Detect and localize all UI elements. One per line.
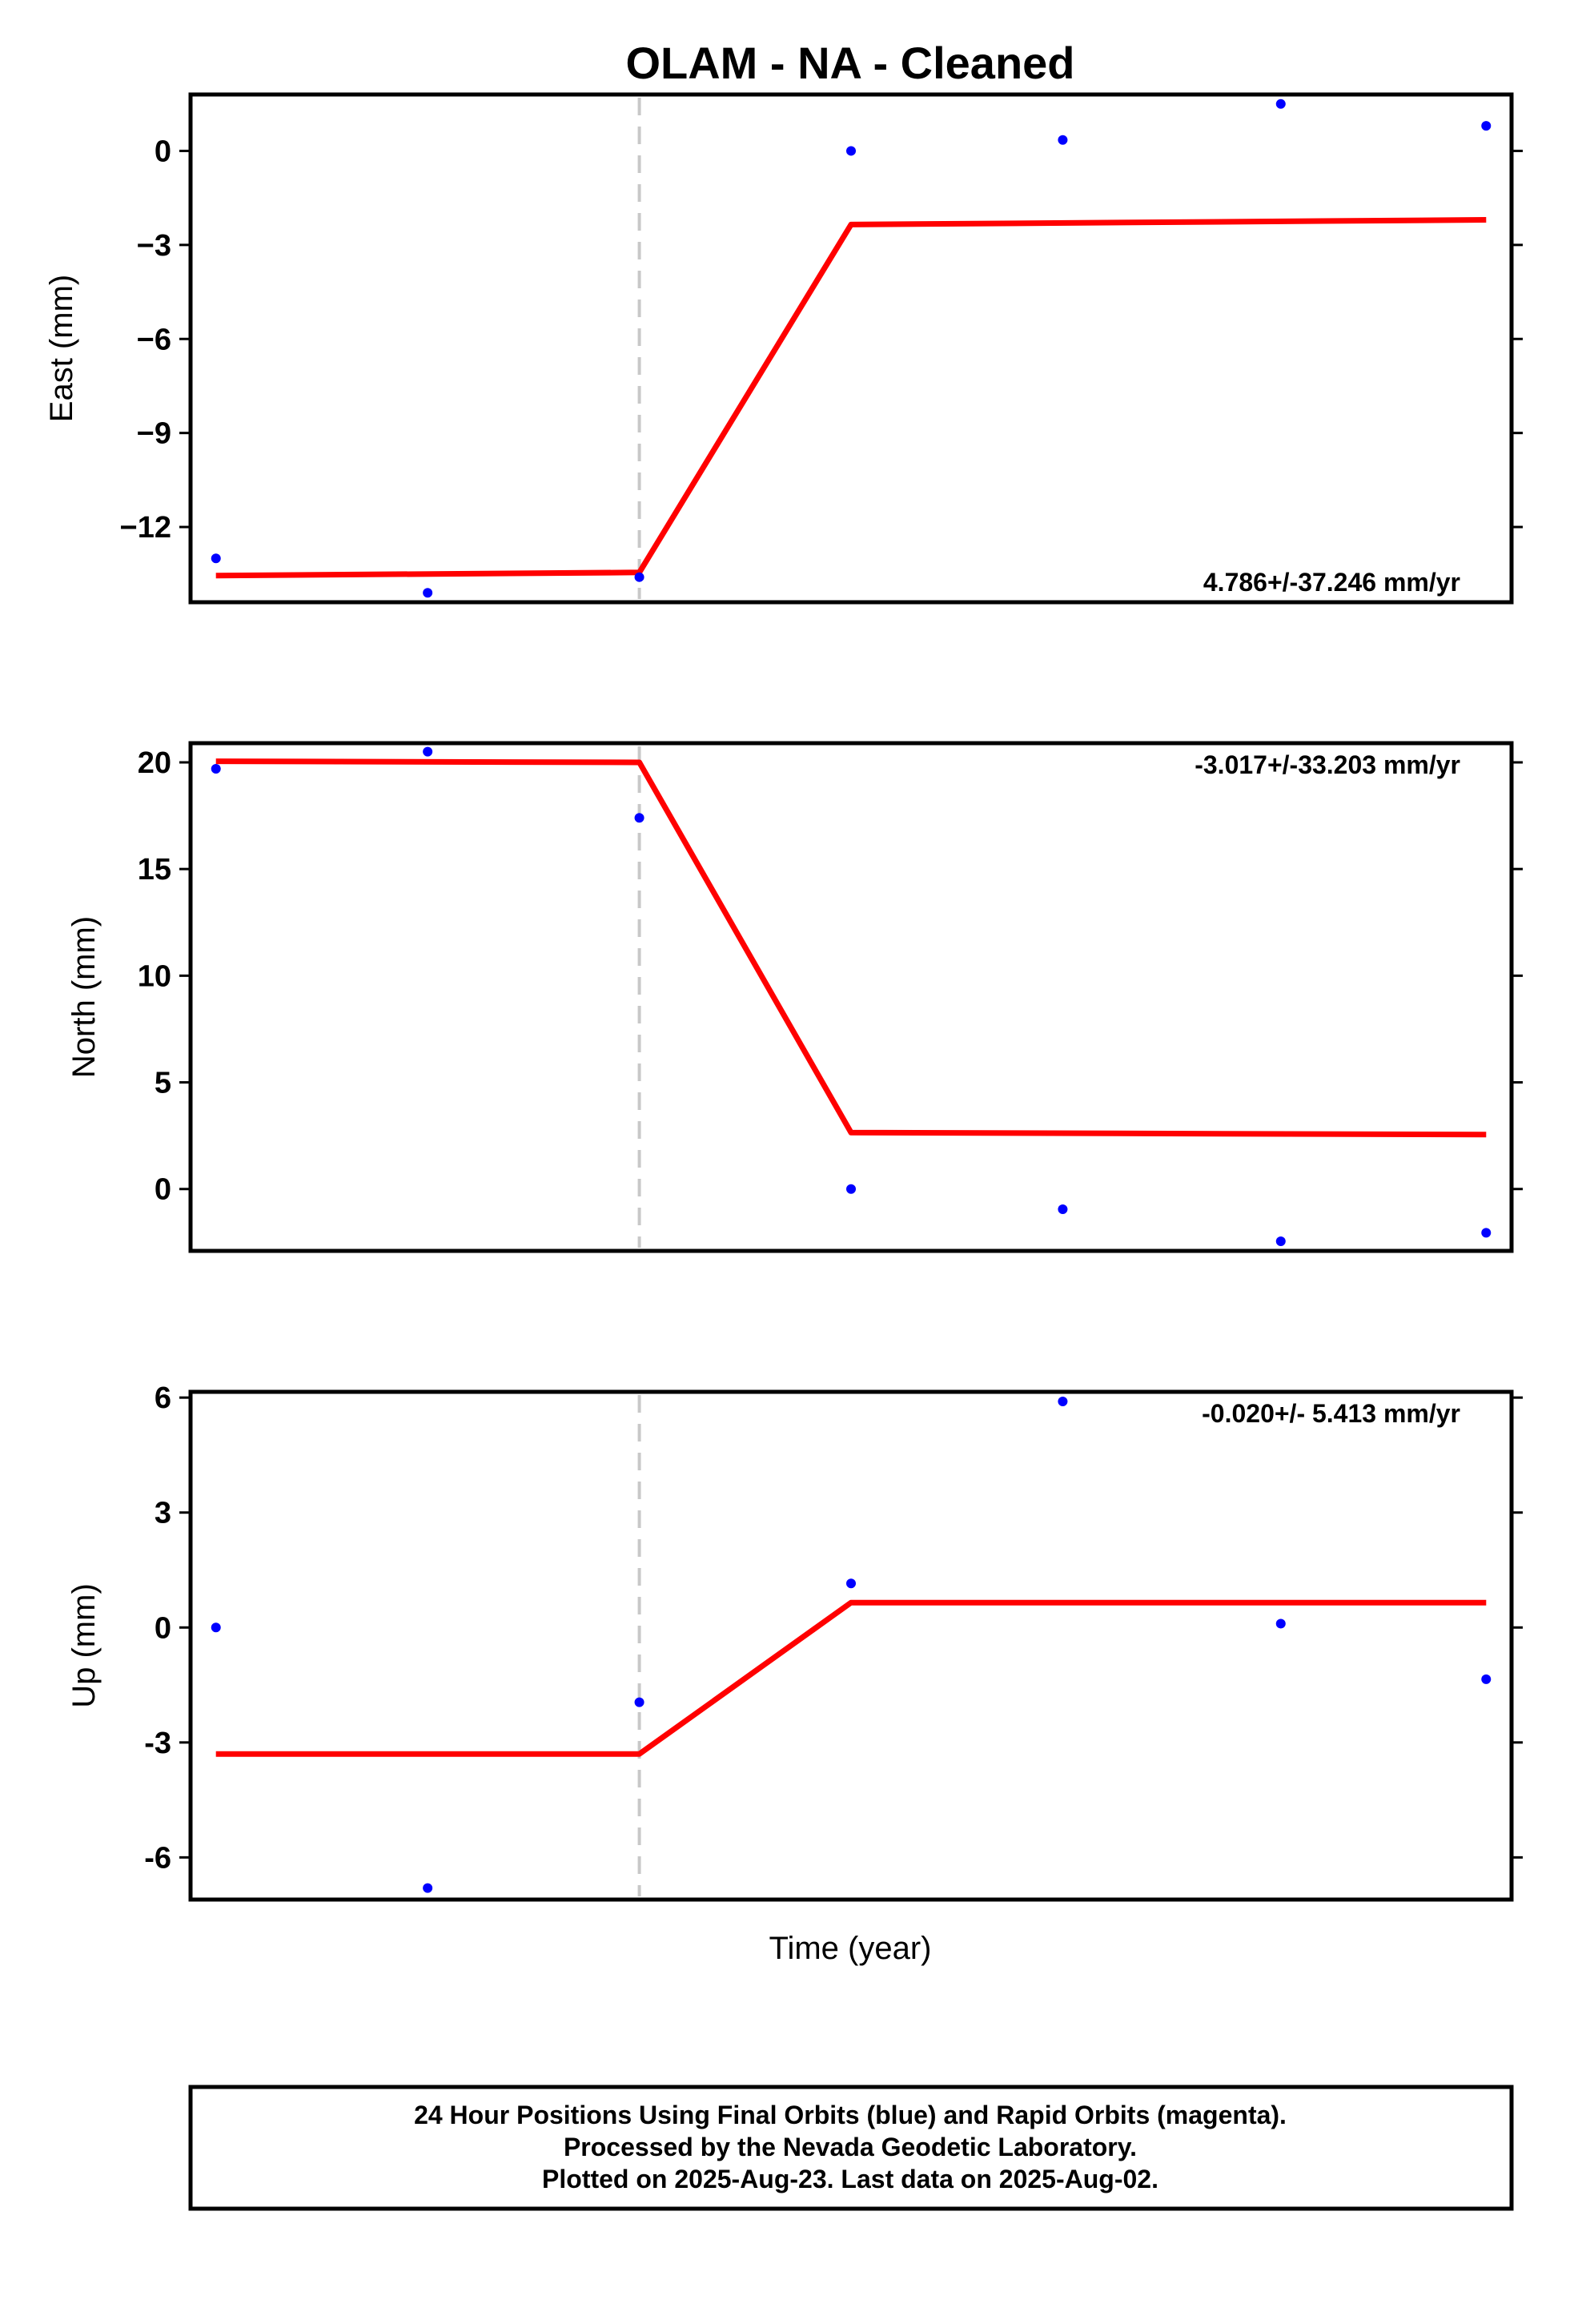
data-point [423,1883,433,1893]
x-axis-label: Time (year) [769,1931,932,1966]
y-axis-label: North (mm) [66,916,102,1078]
y-tick-label: 0 [155,135,171,168]
footer-line-2: Processed by the Nevada Geodetic Laborat… [564,2133,1137,2161]
data-point [1058,1396,1068,1406]
y-tick-label: -3 [144,1727,171,1760]
y-tick-label: 20 [138,746,171,780]
y-tick-label: 3 [155,1497,171,1530]
footer-line-3: Plotted on 2025-Aug-23. Last data on 202… [542,2165,1158,2193]
data-point [846,146,856,156]
data-point [423,746,433,757]
data-point [1481,1228,1492,1238]
fit-line [215,758,1487,1138]
y-axis-label: East (mm) [44,275,79,422]
y-tick-label: −12 [120,511,171,545]
y-axis-label: Up (mm) [66,1583,102,1708]
data-point [1058,135,1068,145]
rate-label: -0.020+/- 5.413 mm/yr [1202,1399,1460,1428]
data-point [1275,99,1286,109]
y-tick-label: 0 [155,1173,171,1207]
panel-frame [188,1389,1514,1902]
data-point [634,813,644,823]
rate-label: -3.017+/-33.203 mm/yr [1195,750,1460,779]
y-tick-label: 6 [155,1381,171,1415]
y-tick-label: −6 [137,323,171,356]
y-tick-label: 5 [155,1067,171,1100]
data-point [423,588,433,598]
y-tick-label: 15 [138,853,171,887]
data-point [211,1622,221,1633]
rate-label: 4.786+/-37.246 mm/yr [1203,568,1460,597]
y-tick-label: 0 [155,1611,171,1645]
panel-frame [188,741,1514,1253]
y-tick-label: −3 [137,229,171,263]
data-point [1275,1618,1286,1629]
data-point [211,553,221,564]
fit-line [215,217,1487,579]
data-point [211,763,221,774]
panel-frame [188,92,1514,605]
fit-line [215,1599,1487,1757]
y-tick-label: 10 [138,959,171,993]
data-point [1481,121,1492,131]
data-point [846,1578,856,1589]
data-point [634,1697,644,1707]
panel-north: 20 15 10 5 0 -3.017+/-33.203 mm/yr North (mm) [66,741,1523,1253]
y-tick-label: -6 [144,1841,171,1875]
data-point [1275,1236,1286,1247]
data-point [1481,1674,1492,1684]
chart-title: OLAM - NA - Cleaned [625,38,1074,88]
data-point [846,1184,856,1194]
footer-box: 24 Hour Positions Using Final Orbits (bl… [188,2085,1514,2211]
panel-up: 6 3 0 -3 -6 -0.020+/- 5.413 mm/yr Up (mm) [66,1381,1523,1902]
panel-east: 0 −3 −6 −9 −12 4.786+/-37.246 mm/yr East (mm) [44,92,1523,605]
data-point [1058,1204,1068,1215]
footer-line-1: 24 Hour Positions Using Final Orbits (bl… [414,2101,1287,2129]
data-point [634,572,644,582]
y-tick-label: −9 [137,417,171,451]
